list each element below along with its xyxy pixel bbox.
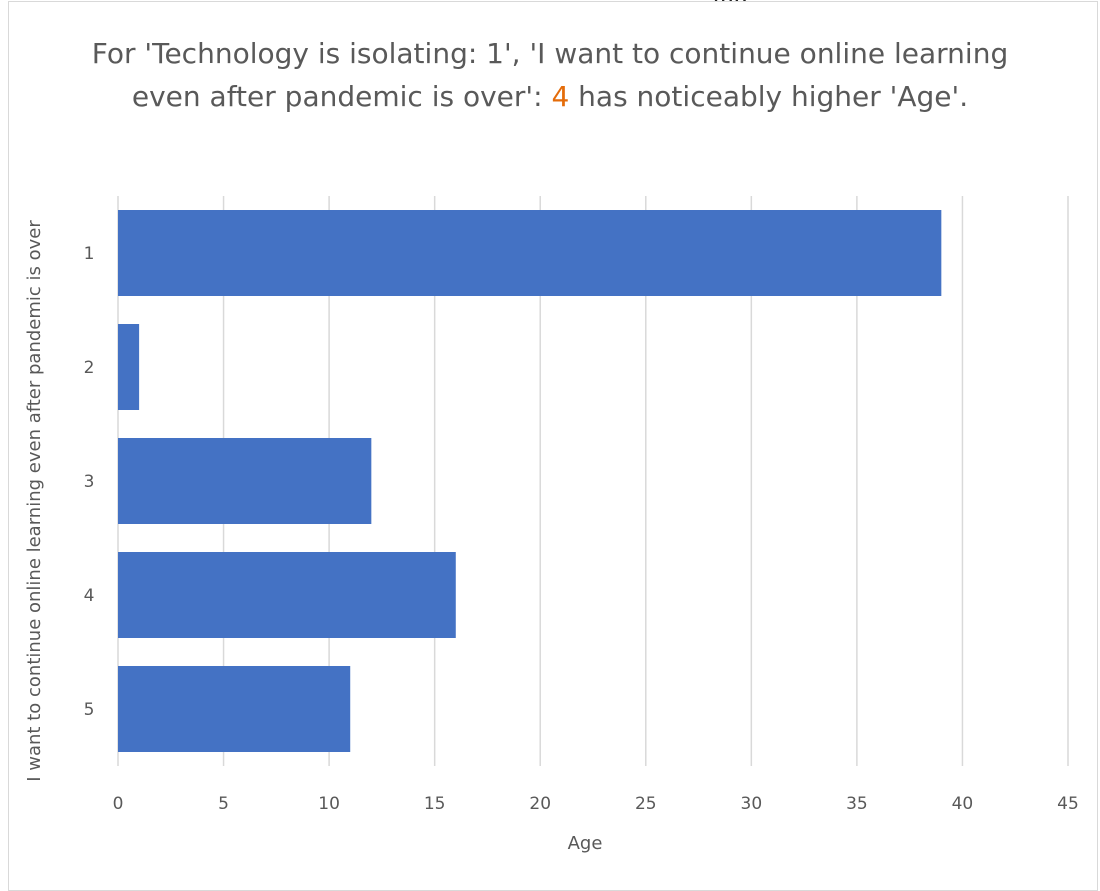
y-tick-label: 3	[84, 472, 95, 492]
y-axis-title: I want to continue online learning even …	[24, 220, 45, 782]
chart-title-after: has noticeably higher 'Age'.	[569, 80, 969, 113]
chart-title: For 'Technology is isolating: 1', 'I wan…	[90, 32, 1010, 118]
y-tick-label: 4	[84, 586, 95, 606]
x-tick-label: 20	[529, 794, 551, 814]
x-tick-label: 10	[318, 794, 340, 814]
x-tick-label: 15	[424, 794, 446, 814]
bar	[118, 210, 942, 296]
y-tick-label: 2	[84, 358, 95, 378]
x-tick-label: 35	[846, 794, 868, 814]
x-tick-label: 25	[635, 794, 657, 814]
y-tick-label: 5	[84, 700, 95, 720]
x-tick-label: 0	[113, 794, 124, 814]
y-tick-labels: 1 2 3 4 5	[84, 244, 95, 720]
bar	[118, 552, 456, 638]
x-tick-label: 30	[741, 794, 763, 814]
bar	[118, 324, 140, 410]
bar	[118, 438, 372, 524]
x-tick-labels: 0 5 10 15 20 25 30 35 40 45	[113, 794, 1079, 814]
x-tick-label: 40	[952, 794, 974, 814]
bar	[118, 666, 351, 752]
x-tick-label: 5	[218, 794, 229, 814]
bars	[118, 210, 942, 752]
chart-title-highlight: 4	[551, 80, 570, 113]
x-tick-label: 45	[1057, 794, 1079, 814]
y-tick-label: 1	[84, 244, 95, 264]
x-axis-title: Age	[568, 833, 603, 854]
chart-title-before: For 'Technology is isolating: 1', 'I wan…	[91, 37, 1009, 113]
